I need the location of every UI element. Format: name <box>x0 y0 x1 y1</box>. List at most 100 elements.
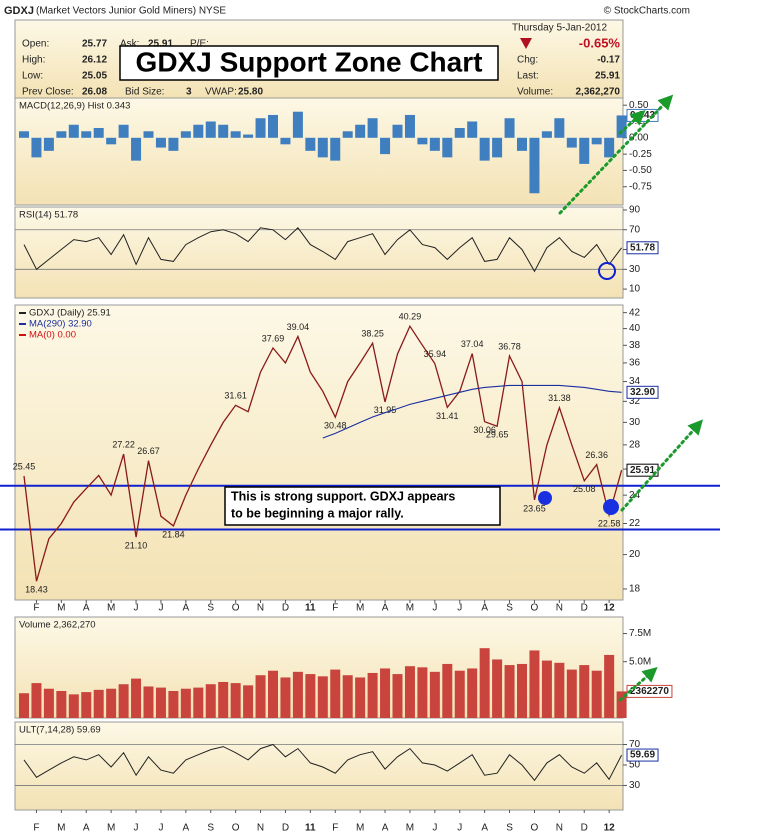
bar <box>305 137 316 151</box>
bar <box>504 665 515 718</box>
y-tick-label: 70 <box>629 739 641 750</box>
x-tick-label: M <box>356 603 364 614</box>
field-value: 25.80 <box>238 87 263 98</box>
y-tick-label: 30 <box>629 780 641 791</box>
bar <box>529 137 540 194</box>
annotations: This is strong support. GDXJ appears to b… <box>224 94 703 702</box>
y-tick-label: 22 <box>629 518 641 529</box>
bar <box>93 128 104 138</box>
bar <box>591 137 602 145</box>
bar <box>230 131 241 138</box>
header: GDXJ (Market Vectors Junior Gold Miners)… <box>4 5 690 99</box>
title-box <box>119 45 499 81</box>
y-tick-label: 0.00 <box>629 132 649 143</box>
price-label: 37.04 <box>461 339 484 349</box>
x-tick-label: S <box>506 823 513 834</box>
x-tick-label: M <box>57 603 65 614</box>
price-label: 27.22 <box>112 439 135 449</box>
price-label: 29.65 <box>486 430 509 440</box>
bar <box>106 137 117 145</box>
source: © StockCharts.com <box>604 6 690 17</box>
y-tick-label: 28 <box>629 440 641 451</box>
field-value: -0.17 <box>597 55 620 66</box>
field-label: High: <box>22 55 45 66</box>
bar <box>106 688 117 718</box>
bar <box>292 111 303 138</box>
bar <box>81 131 92 138</box>
x-tick-label: A <box>83 603 90 614</box>
bar <box>243 685 254 718</box>
symbol: GDXJ <box>4 5 34 17</box>
bar <box>205 684 216 718</box>
bar <box>342 131 353 138</box>
bar <box>454 128 465 138</box>
bar <box>43 137 54 151</box>
x-tick-label: M <box>107 823 115 834</box>
bar <box>268 114 278 138</box>
support-dot <box>603 499 619 515</box>
last-value-box <box>626 385 659 399</box>
x-tick-label: N <box>556 823 563 834</box>
bar <box>31 137 42 158</box>
x-tick-label: A <box>382 603 389 614</box>
x-tick-label: M <box>107 603 115 614</box>
panels: 0.500.250.00-0.25-0.50-0.75MACD(12,26,9)… <box>0 97 720 834</box>
x-tick-label: 12 <box>604 823 616 834</box>
price-label: 36.78 <box>498 341 521 351</box>
bar <box>529 650 540 718</box>
bar <box>517 137 527 151</box>
highlight-circle <box>598 262 616 280</box>
panel-title: MACD(12,26,9) Hist 0.343 <box>19 101 130 112</box>
bar <box>492 137 503 158</box>
bar <box>317 137 328 158</box>
bar <box>243 134 254 138</box>
last-value-box <box>626 748 659 762</box>
price-label: 31.95 <box>374 405 397 415</box>
bar <box>604 654 615 718</box>
bar <box>380 668 391 718</box>
last-value-box <box>626 684 673 698</box>
field-value: 2,362,270 <box>576 87 621 98</box>
bar <box>355 124 366 138</box>
y-tick-label: 34 <box>629 376 641 387</box>
legend-entry: MA(290) 32.90 <box>29 319 92 330</box>
field-value: 25.77 <box>82 39 107 50</box>
y-tick-label: -0.75 <box>629 181 652 192</box>
price-line <box>23 324 623 582</box>
price-label: 31.61 <box>224 391 247 401</box>
x-tick-label: O <box>232 603 240 614</box>
x-tick-label: J <box>158 603 163 614</box>
x-tick-label: S <box>207 823 214 834</box>
title: GDXJ Support Zone Chart <box>136 46 483 77</box>
x-tick-label: 11 <box>305 603 316 614</box>
indicator-line <box>23 227 622 273</box>
x-tick-label: M <box>406 603 414 614</box>
bar <box>467 121 478 138</box>
bar <box>392 674 403 718</box>
bar <box>19 131 29 138</box>
bar <box>579 137 590 164</box>
field-label: Low: <box>22 71 43 82</box>
bar <box>442 137 453 158</box>
y-tick-label: 20 <box>629 549 641 560</box>
bar <box>81 692 92 718</box>
bar <box>317 676 328 718</box>
x-tick-label: N <box>556 603 563 614</box>
bar <box>255 118 266 138</box>
bar <box>417 137 428 145</box>
bar <box>230 683 241 718</box>
x-tick-label: O <box>531 823 539 834</box>
price-label: 31.41 <box>436 411 459 421</box>
bar <box>43 688 54 718</box>
x-tick-label: J <box>457 823 462 834</box>
y-tick-label: 32 <box>629 396 641 407</box>
bar <box>554 662 565 718</box>
bar <box>330 669 341 718</box>
price-label: 40.29 <box>399 312 422 322</box>
bar <box>429 137 440 151</box>
x-tick-label: F <box>332 823 338 834</box>
x-tick-label: J <box>134 603 139 614</box>
bar <box>218 124 229 138</box>
bar <box>19 693 29 718</box>
